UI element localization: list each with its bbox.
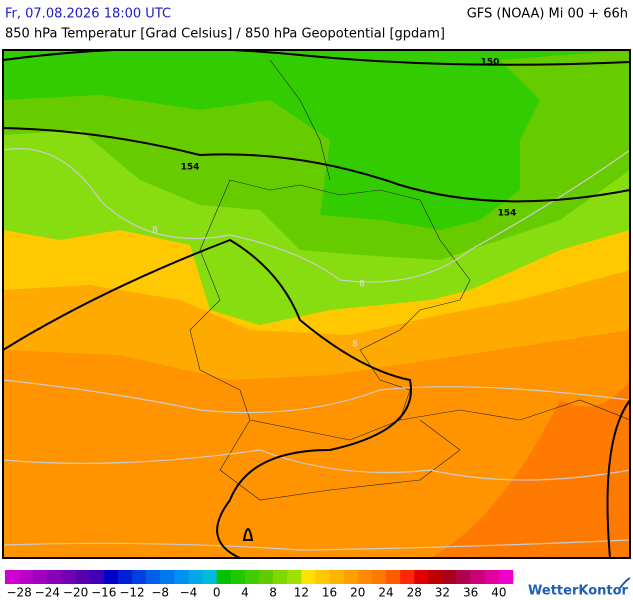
colorbar-label: 16	[322, 586, 337, 600]
colorbar-label: −24	[35, 586, 60, 600]
colorbar-swatch	[442, 570, 457, 584]
colorbar-swatch	[343, 570, 359, 584]
colorbar-label: 28	[407, 586, 422, 600]
colorbar-swatch	[146, 570, 161, 584]
colorbar-label: 24	[378, 586, 393, 600]
isotherms	[3, 148, 630, 551]
colorbar-label: −12	[119, 586, 144, 600]
colorbar-swatch	[259, 570, 274, 584]
colorbar-swatch	[329, 570, 344, 584]
colorbar-swatch	[216, 570, 232, 584]
colorbar-swatch	[400, 570, 415, 584]
colorbar-swatch	[244, 570, 260, 584]
contour-label: 154	[181, 163, 200, 173]
colorbar-label: −8	[151, 586, 169, 600]
brand: WetterKontor	[528, 584, 629, 599]
brand-logo	[619, 577, 631, 589]
colorbar-swatch	[75, 570, 90, 584]
colorbar-swatch	[103, 570, 119, 584]
borders	[189, 59, 630, 501]
colorbar-swatch	[188, 570, 203, 584]
colorbar-label: 40	[491, 586, 506, 600]
colorbar-label: −16	[91, 586, 116, 600]
colorbar: −28 −24 −20 −16 −12 −8 −4 0 4 8 12 16 20 24 28 32 36 40	[5, 570, 514, 600]
map-frame	[2, 49, 631, 559]
colorbar-swatch	[386, 570, 401, 584]
contour-label: 154	[498, 209, 517, 219]
colorbar-swatch	[132, 570, 147, 584]
colorbar-label: −4	[180, 586, 198, 600]
colorbar-swatch	[174, 570, 189, 584]
isotherm-label: 8	[352, 340, 358, 350]
colorbar-swatch	[19, 570, 34, 584]
colorbar-label: 4	[241, 586, 249, 600]
model: GFS (NOAA) Mi 00 + 66h	[467, 7, 628, 22]
colorbar-swatch	[371, 570, 387, 584]
colorbar-swatch	[117, 570, 133, 584]
colorbar-label: 20	[350, 586, 365, 600]
colorbar-swatch	[89, 570, 105, 584]
geopotential-contours	[3, 50, 630, 558]
colorbar-swatch	[47, 570, 62, 584]
contour-label: 150	[481, 58, 500, 68]
colorbar-label: −20	[63, 586, 88, 600]
colorbar-swatch	[33, 570, 48, 584]
colorbar-swatch	[484, 570, 500, 584]
field	[3, 50, 630, 230]
colorbar-swatch	[202, 570, 217, 584]
colorbar-swatch	[61, 570, 76, 584]
isotherm-label: 8	[152, 226, 158, 236]
subtitle: 850 hPa Temperatur [Grad Celsius] / 850 …	[5, 27, 445, 42]
colorbar-label: −28	[6, 586, 31, 600]
colorbar-label: 8	[269, 586, 277, 600]
colorbar-label: 0	[213, 586, 221, 600]
colorbar-swatch	[287, 570, 302, 584]
colorbar-swatch	[414, 570, 429, 584]
colorbar-swatch	[5, 570, 20, 584]
colorbar-swatch	[230, 570, 246, 584]
colorbar-swatch	[498, 570, 514, 584]
colorbar-swatch	[428, 570, 443, 584]
colorbar-swatch	[357, 570, 373, 584]
colorbar-swatch	[456, 570, 471, 584]
datetime: Fr, 07.08.2026 18:00 UTC	[5, 7, 171, 22]
colorbar-label: 12	[294, 586, 309, 600]
colorbar-swatch	[301, 570, 316, 584]
field	[430, 380, 630, 558]
colorbar-swatch	[315, 570, 330, 584]
colorbar-swatch	[273, 570, 288, 584]
colorbar-swatch	[470, 570, 486, 584]
map: 150 154 154 8 8 8	[2, 49, 631, 559]
colorbar-label: 36	[463, 586, 478, 600]
isotherm-label: 8	[359, 280, 365, 290]
colorbar-swatch	[160, 570, 175, 584]
colorbar-label: 32	[435, 586, 450, 600]
